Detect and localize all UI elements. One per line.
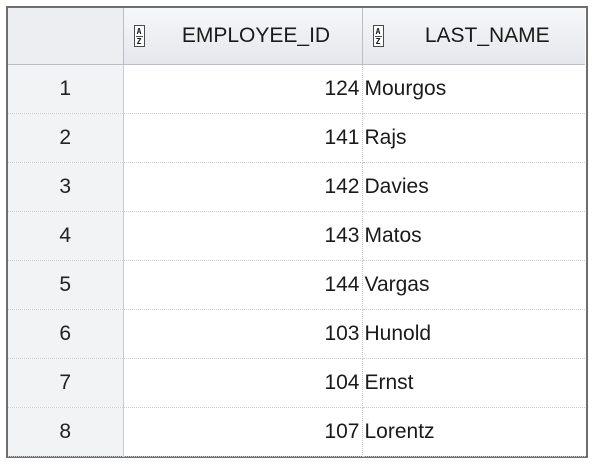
table-row[interactable]: 8 107 Lorentz (8, 407, 585, 457)
column-header-label: EMPLOYEE_ID (181, 24, 331, 47)
column-header-label: LAST_NAME (424, 24, 550, 47)
employee-id-cell[interactable]: 144 (123, 260, 363, 310)
row-number: 1 (8, 64, 124, 114)
query-result-grid: A Z EMPLOYEE_ID A Z LAST_ (6, 6, 588, 458)
table-row[interactable]: 3 142 Davies (8, 162, 585, 212)
row-number: 3 (8, 162, 124, 212)
result-table: A Z EMPLOYEE_ID A Z LAST_ (8, 8, 585, 457)
employee-id-cell[interactable]: 104 (123, 358, 363, 408)
last-name-cell[interactable]: Rajs (362, 113, 585, 163)
table-row[interactable]: 5 144 Vargas (8, 260, 585, 310)
employee-id-cell[interactable]: 142 (123, 162, 363, 212)
employee-id-cell[interactable]: 143 (123, 211, 363, 261)
table-row[interactable]: 2 141 Rajs (8, 113, 585, 163)
table-row[interactable]: 4 143 Matos (8, 211, 585, 261)
employee-id-cell[interactable]: 103 (123, 309, 363, 359)
row-number: 8 (8, 407, 124, 457)
row-number: 7 (8, 358, 124, 408)
table-row[interactable]: 7 104 Ernst (8, 358, 585, 408)
table-row[interactable]: 1 124 Mourgos (8, 64, 585, 114)
last-name-cell[interactable]: Hunold (362, 309, 585, 359)
employee-id-cell[interactable]: 141 (123, 113, 363, 163)
last-name-cell[interactable]: Mourgos (362, 64, 585, 114)
table-row[interactable]: 6 103 Hunold (8, 309, 585, 359)
row-number: 6 (8, 309, 124, 359)
last-name-cell[interactable]: Vargas (362, 260, 585, 310)
last-name-cell[interactable]: Ernst (362, 358, 585, 408)
last-name-cell[interactable]: Lorentz (362, 407, 585, 457)
column-header-employee-id[interactable]: A Z EMPLOYEE_ID (123, 8, 363, 65)
row-number: 4 (8, 211, 124, 261)
sort-az-icon[interactable]: A Z (372, 25, 384, 47)
sort-az-icon[interactable]: A Z (133, 25, 145, 47)
employee-id-cell[interactable]: 124 (123, 64, 363, 114)
employee-id-cell[interactable]: 107 (123, 407, 363, 457)
last-name-cell[interactable]: Matos (362, 211, 585, 261)
last-name-cell[interactable]: Davies (362, 162, 585, 212)
corner-header-cell[interactable] (8, 8, 124, 65)
header-row: A Z EMPLOYEE_ID A Z LAST_ (8, 8, 585, 65)
row-number: 2 (8, 113, 124, 163)
row-number: 5 (8, 260, 124, 310)
column-header-last-name[interactable]: A Z LAST_NAME (362, 8, 585, 65)
